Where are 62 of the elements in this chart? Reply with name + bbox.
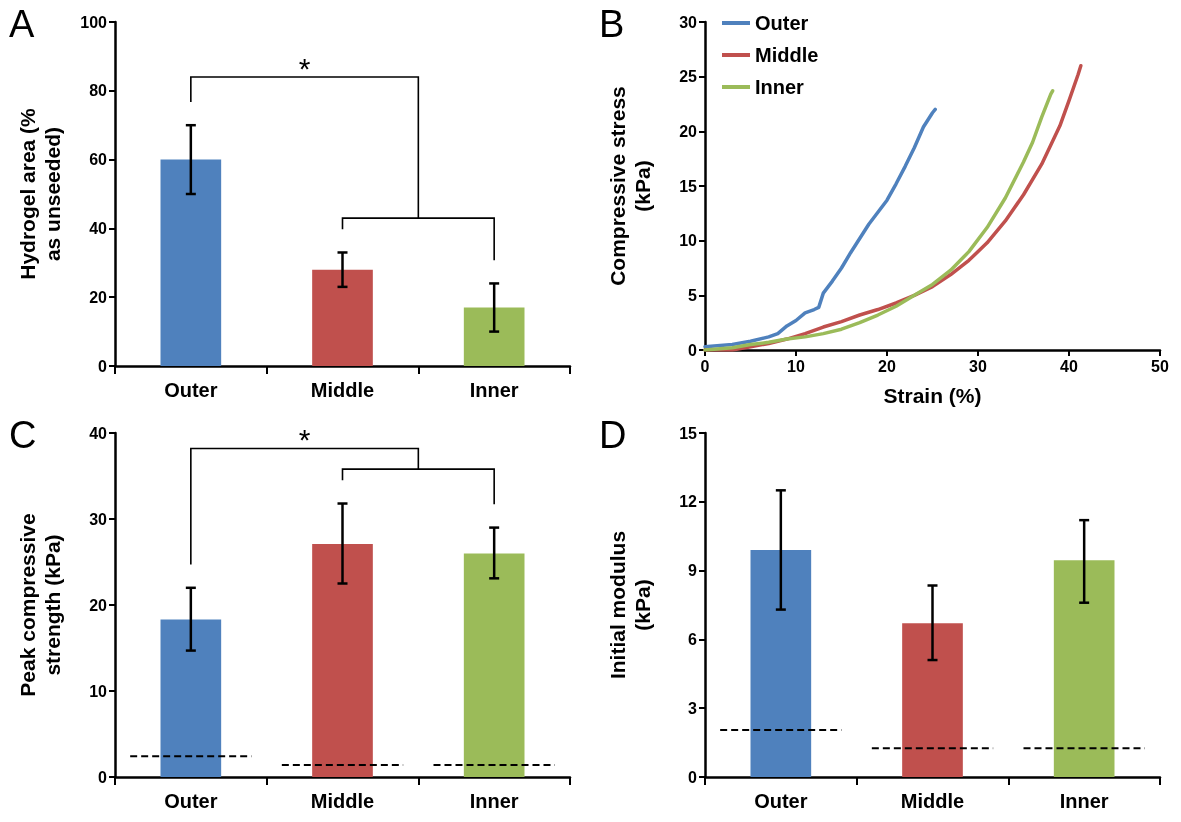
y-tick-label: 3 bbox=[688, 699, 698, 717]
x-tick-label: 40 bbox=[1060, 357, 1078, 375]
x-tick-label: Outer bbox=[164, 379, 218, 401]
y-tick-label: 5 bbox=[688, 286, 698, 304]
bar bbox=[160, 619, 222, 777]
bar bbox=[750, 549, 812, 777]
x-tick-label: Middle bbox=[900, 790, 965, 812]
bar bbox=[902, 623, 963, 777]
bar bbox=[312, 269, 373, 366]
chart-title: C bbox=[9, 414, 37, 456]
y-tick-label: 15 bbox=[679, 424, 698, 442]
y-tick-label: 100 bbox=[80, 13, 108, 31]
y-tick-label: 0 bbox=[688, 768, 698, 786]
legend-label: Outer bbox=[755, 12, 809, 34]
y-axis-title: Hydrogel area (% as unseeded) bbox=[16, 107, 64, 280]
annotation: * bbox=[298, 423, 311, 457]
x-tick-label: 30 bbox=[969, 357, 987, 375]
y-tick-label: 80 bbox=[89, 82, 108, 100]
y-tick-label: 60 bbox=[89, 151, 108, 169]
bar bbox=[312, 543, 373, 777]
legend-label: Middle bbox=[755, 44, 819, 66]
legend-label: Inner bbox=[755, 76, 805, 98]
y-tick-label: 6 bbox=[688, 630, 698, 648]
x-tick-label: 50 bbox=[1151, 357, 1169, 375]
bar bbox=[463, 307, 525, 366]
x-tick-label: 20 bbox=[878, 357, 896, 375]
y-tick-label: 12 bbox=[679, 493, 698, 511]
y-tick-label: 30 bbox=[679, 13, 698, 31]
chart-title: A bbox=[9, 3, 35, 45]
chart-title: B bbox=[599, 3, 625, 45]
x-tick-label: Outer bbox=[754, 790, 808, 812]
bar bbox=[463, 553, 525, 777]
x-tick-label: Inner bbox=[469, 379, 519, 401]
y-tick-label: 9 bbox=[688, 562, 698, 580]
x-tick-label: 0 bbox=[700, 357, 710, 375]
y-tick-label: 40 bbox=[89, 219, 108, 237]
line-series bbox=[703, 107, 937, 349]
x-axis-title: Strain (%) bbox=[883, 384, 982, 407]
x-tick-label: Inner bbox=[469, 790, 519, 812]
x-tick-label: Middle bbox=[310, 790, 375, 812]
y-tick-label: 20 bbox=[89, 596, 108, 614]
y-tick-label: 30 bbox=[89, 510, 108, 528]
y-axis-title: Initial modulus (kPa) bbox=[606, 530, 654, 680]
y-axis-title: Compressive stress (kPa) bbox=[606, 86, 654, 286]
y-tick-label: 20 bbox=[89, 288, 108, 306]
x-tick-label: 10 bbox=[787, 357, 805, 375]
y-tick-label: 40 bbox=[89, 424, 108, 442]
x-tick-label: Outer bbox=[164, 790, 218, 812]
x-tick-label: Inner bbox=[1059, 790, 1109, 812]
y-tick-label: 0 bbox=[688, 341, 698, 359]
x-tick-label: Middle bbox=[310, 379, 375, 401]
bar bbox=[1053, 560, 1115, 777]
chart-title: D bbox=[599, 414, 627, 456]
y-tick-label: 20 bbox=[679, 122, 698, 140]
y-tick-label: 10 bbox=[89, 682, 108, 700]
y-tick-label: 15 bbox=[679, 177, 698, 195]
annotation: * bbox=[298, 52, 311, 86]
y-tick-label: 0 bbox=[98, 768, 108, 786]
y-axis-title: Peak compressive strength (kPa) bbox=[16, 513, 64, 697]
y-tick-label: 10 bbox=[679, 232, 698, 250]
y-tick-label: 25 bbox=[679, 68, 698, 86]
bar bbox=[160, 159, 222, 366]
